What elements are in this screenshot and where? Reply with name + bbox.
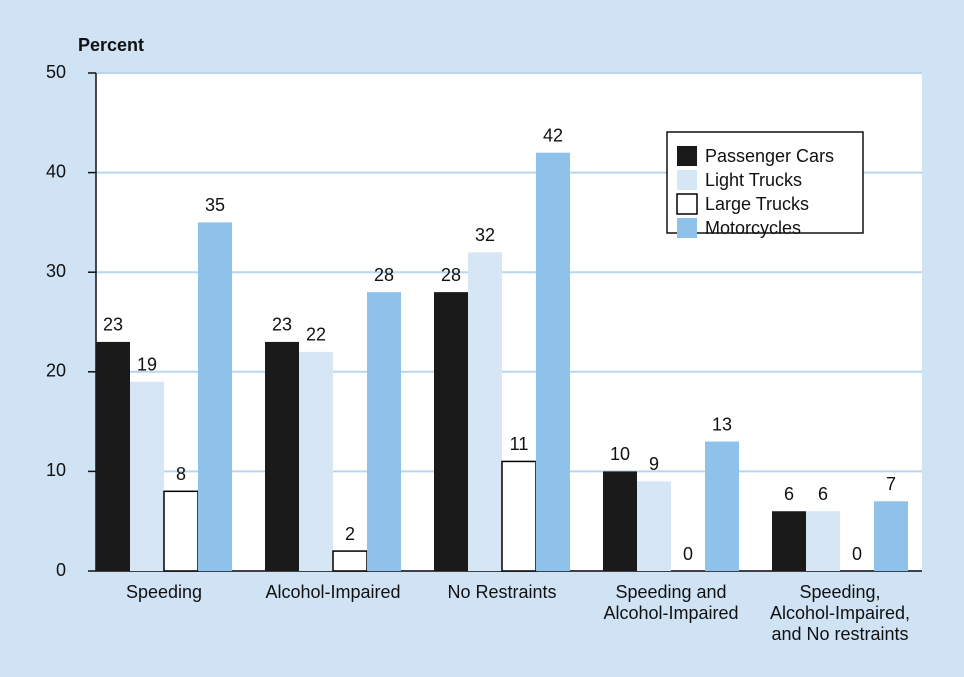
value-label: 32 <box>475 225 495 245</box>
legend-swatch <box>677 218 697 238</box>
bar <box>367 292 401 571</box>
value-label: 13 <box>712 414 732 434</box>
x-tick-label: Speeding, <box>799 582 880 602</box>
value-label: 42 <box>543 125 563 145</box>
y-tick-label: 0 <box>56 560 66 580</box>
y-tick-label: 10 <box>46 460 66 480</box>
value-label: 35 <box>205 195 225 215</box>
y-axis-title: Percent <box>78 35 144 55</box>
legend-box <box>666 131 864 234</box>
legend-swatch <box>677 146 697 166</box>
value-label: 23 <box>103 315 123 335</box>
value-label: 28 <box>374 265 394 285</box>
bar <box>501 460 537 572</box>
bar <box>198 222 232 571</box>
bar <box>772 511 806 571</box>
bar <box>265 341 299 571</box>
value-label: 7 <box>886 474 896 494</box>
bar <box>806 511 840 571</box>
y-tick-label: 50 <box>46 62 66 82</box>
value-label: 8 <box>176 464 186 484</box>
bar <box>130 381 164 571</box>
bar <box>603 471 637 571</box>
legend-label: Passenger Cars <box>705 146 834 166</box>
bar <box>468 252 502 571</box>
value-label: 28 <box>441 265 461 285</box>
bar <box>332 550 368 572</box>
bar <box>96 341 130 571</box>
value-label: 2 <box>345 524 355 544</box>
value-label: 19 <box>137 355 157 375</box>
legend-label: Motorcycles <box>705 218 801 238</box>
y-tick-label: 20 <box>46 361 66 381</box>
value-label: 6 <box>784 484 794 504</box>
value-label: 22 <box>306 325 326 345</box>
value-label: 23 <box>272 315 292 335</box>
legend-label: Large Trucks <box>705 194 809 214</box>
x-tick-label: Alcohol-Impaired <box>603 603 738 623</box>
bar <box>299 351 333 571</box>
x-tick-label: Alcohol-Impaired, <box>770 603 910 623</box>
legend-label: Light Trucks <box>705 170 802 190</box>
value-label: 0 <box>852 544 862 564</box>
x-tick-label: Alcohol-Impaired <box>265 582 400 602</box>
bar <box>874 501 908 571</box>
value-label: 6 <box>818 484 828 504</box>
value-label: 10 <box>610 444 630 464</box>
x-tick-label: Speeding and <box>615 582 726 602</box>
bar <box>536 152 570 571</box>
legend-swatch <box>677 170 697 190</box>
bar <box>705 441 739 571</box>
x-tick-label: and No restraints <box>771 624 908 644</box>
legend-swatch <box>676 193 698 215</box>
x-tick-label: Speeding <box>126 582 202 602</box>
value-label: 0 <box>683 544 693 564</box>
y-tick-label: 40 <box>46 161 66 181</box>
y-tick-label: 30 <box>46 261 66 281</box>
bar <box>637 481 671 571</box>
bar <box>434 292 468 571</box>
x-tick-label: No Restraints <box>447 582 556 602</box>
value-label: 9 <box>649 454 659 474</box>
value-label: 11 <box>510 434 529 454</box>
bar <box>163 490 199 572</box>
